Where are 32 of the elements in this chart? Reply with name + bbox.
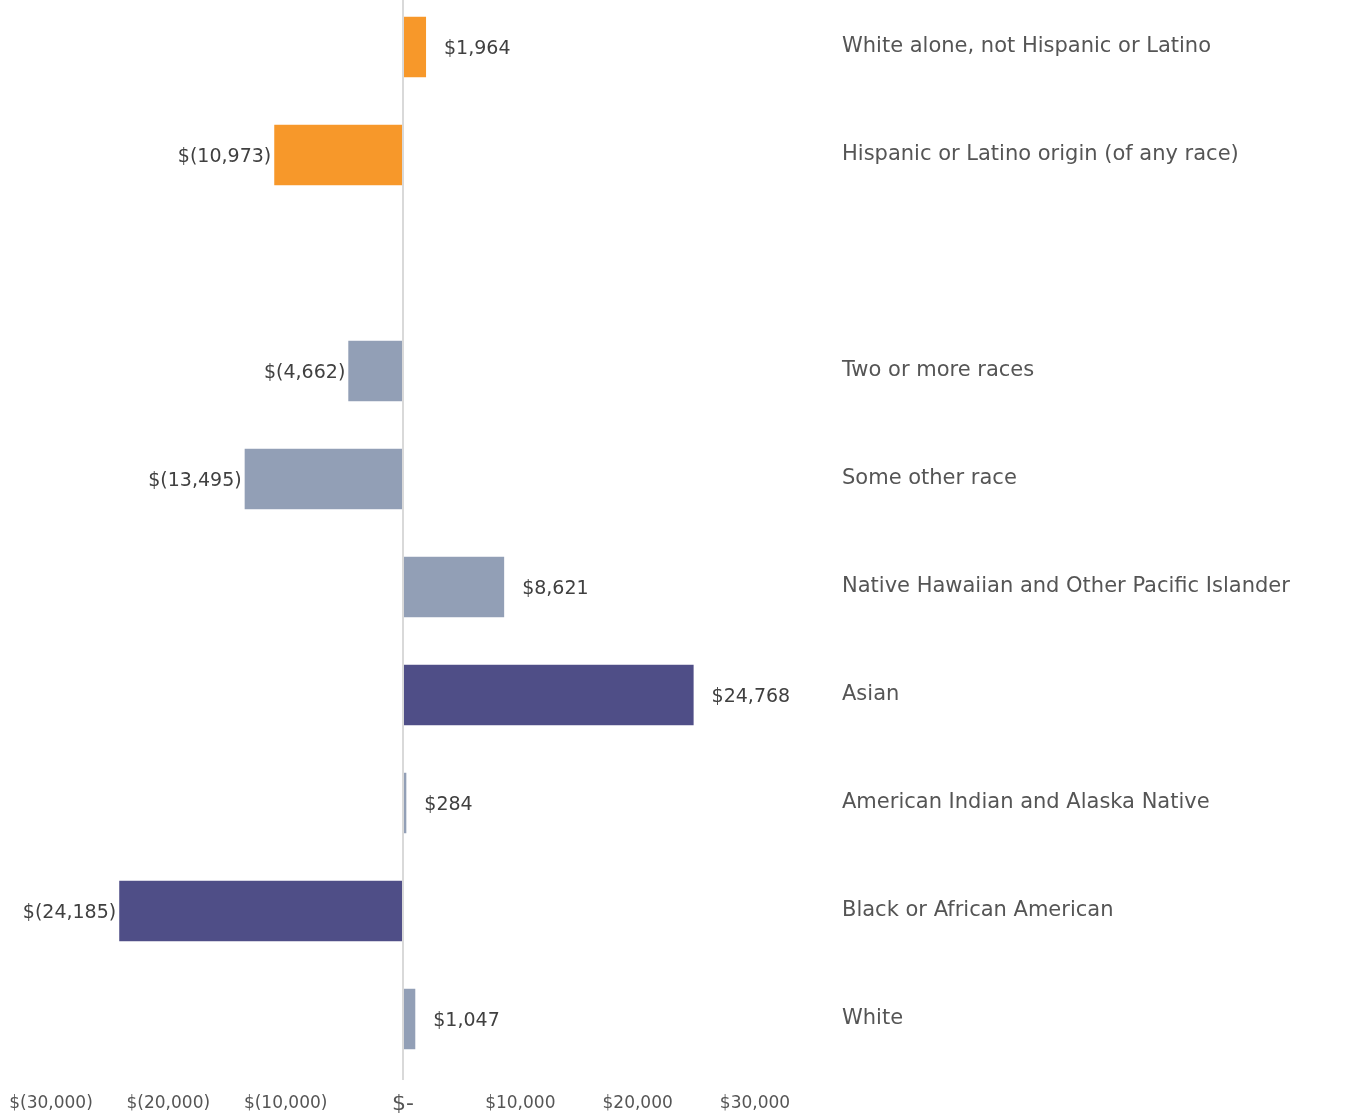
- y-tick-label: White alone, not Hispanic or Latino: [842, 33, 1212, 58]
- x-tick-label: $(30,000): [9, 1091, 93, 1112]
- y-tick-label: American Indian and Alaska Native: [842, 789, 1210, 814]
- data-label: $284: [424, 791, 473, 814]
- data-label: $1,047: [433, 1007, 500, 1030]
- bar: [274, 124, 403, 186]
- y-tick-label: Two or more races: [841, 357, 1035, 382]
- bar: [403, 556, 505, 618]
- data-label: $(10,973): [177, 143, 272, 166]
- bar: [348, 340, 403, 402]
- x-tick-label: $-: [392, 1089, 414, 1114]
- y-tick-label: Native Hawaiian and Other Pacific Islander: [842, 573, 1291, 598]
- bar: [403, 664, 694, 726]
- x-tick-label: $20,000: [602, 1091, 673, 1112]
- y-tick-label: Asian: [842, 681, 900, 706]
- x-tick-label: $30,000: [719, 1091, 791, 1112]
- y-tick-label: Black or African American: [842, 897, 1114, 922]
- y-tick-label: Hispanic or Latino origin (of any race): [842, 141, 1239, 166]
- data-label: $24,768: [711, 683, 791, 706]
- data-label: $(13,495): [148, 467, 242, 490]
- data-label: $(4,662): [263, 359, 346, 382]
- y-tick-label: White: [842, 1005, 904, 1030]
- x-tick-label: $(10,000): [243, 1091, 328, 1112]
- bar: [244, 448, 403, 510]
- x-tick-label: $(20,000): [126, 1091, 211, 1112]
- y-tick-label: Some other race: [842, 465, 1017, 490]
- bar: [403, 16, 427, 78]
- data-label: $1,964: [444, 35, 511, 58]
- x-tick-label: $10,000: [485, 1091, 556, 1112]
- data-label: $8,621: [522, 575, 589, 598]
- bar: [119, 880, 403, 942]
- data-label: $(24,185): [22, 899, 117, 922]
